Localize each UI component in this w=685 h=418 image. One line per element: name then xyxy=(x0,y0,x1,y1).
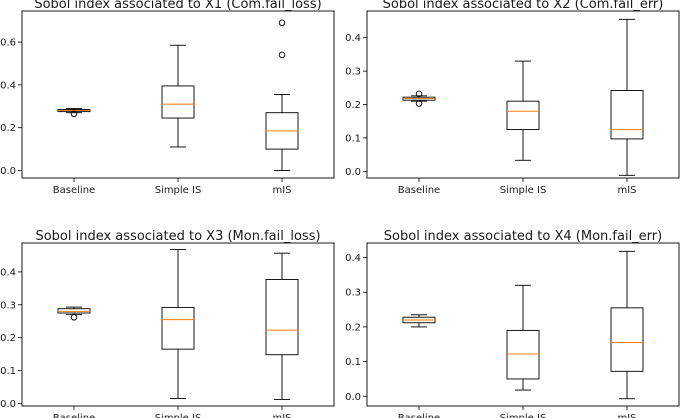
x-tick-label: Baseline xyxy=(398,185,440,196)
x-tick-label: Simple IS xyxy=(155,185,202,196)
x-tick-label: Simple IS xyxy=(500,185,547,196)
chart-panel-1: Sobol index associated to X1 (Com.fail_l… xyxy=(0,0,335,196)
plot-frame xyxy=(366,10,680,179)
chart-title: Sobol index associated to X1 (Com.fail_l… xyxy=(34,0,321,12)
y-tick-label: 0.4 xyxy=(345,253,361,264)
outlier-point xyxy=(70,110,78,118)
x-tick-label: Simple IS xyxy=(500,413,547,418)
x-tick-label: Baseline xyxy=(53,185,95,196)
outlier-point xyxy=(415,100,423,107)
y-tick-label: 0.3 xyxy=(0,300,16,311)
outlier-point xyxy=(415,90,423,98)
y-tick-label: 0.2 xyxy=(0,123,16,134)
plot-frame xyxy=(21,242,335,407)
chart-panel-2: Sobol index associated to X2 (Com.fail_e… xyxy=(345,0,680,196)
y-tick-label: 0.1 xyxy=(345,357,361,368)
box-iqr xyxy=(610,307,644,372)
outlier-point xyxy=(278,51,286,59)
y-tick-label: 0.1 xyxy=(345,133,361,144)
chart-title: Sobol index associated to X2 (Com.fail_e… xyxy=(383,0,664,12)
x-tick-label: Simple IS xyxy=(155,413,202,418)
y-tick-label: 0.4 xyxy=(0,80,16,91)
box-iqr xyxy=(610,90,644,140)
y-tick-label: 0.2 xyxy=(0,333,16,344)
y-tick-label: 0.0 xyxy=(345,167,361,178)
y-tick-label: 0.6 xyxy=(0,38,16,49)
box-iqr xyxy=(161,85,195,119)
y-tick-label: 0.0 xyxy=(0,399,16,410)
x-tick-label: Baseline xyxy=(53,413,95,418)
outlier-point xyxy=(278,19,286,27)
y-tick-label: 0.2 xyxy=(345,100,361,111)
x-tick-label: mIS xyxy=(617,185,636,196)
plot-frame xyxy=(21,10,335,179)
box-iqr xyxy=(161,306,195,350)
y-tick-label: 0.1 xyxy=(0,366,16,377)
y-tick-label: 0.3 xyxy=(345,67,361,78)
box-iqr xyxy=(506,100,540,131)
y-tick-label: 0.3 xyxy=(345,288,361,299)
plot-frame xyxy=(366,242,680,407)
chart-title: Sobol index associated to X3 (Mon.fail_l… xyxy=(35,229,320,244)
y-tick-label: 0.0 xyxy=(0,166,16,177)
chart-title: Sobol index associated to X4 (Mon.fail_e… xyxy=(384,229,662,244)
y-tick-label: 0.4 xyxy=(0,267,16,278)
y-tick-label: 0.2 xyxy=(345,322,361,333)
x-tick-label: mIS xyxy=(272,413,291,418)
y-tick-label: 0.4 xyxy=(345,33,361,44)
box-iqr xyxy=(506,329,540,380)
chart-panel-3: Sobol index associated to X3 (Mon.fail_l… xyxy=(0,229,335,418)
outlier-point xyxy=(70,314,78,321)
y-tick-label: 0.0 xyxy=(345,392,361,403)
box-iqr xyxy=(265,279,299,356)
x-tick-label: mIS xyxy=(617,413,636,418)
x-tick-label: mIS xyxy=(272,185,291,196)
x-tick-label: Baseline xyxy=(398,413,440,418)
chart-panel-4: Sobol index associated to X4 (Mon.fail_e… xyxy=(345,229,680,418)
